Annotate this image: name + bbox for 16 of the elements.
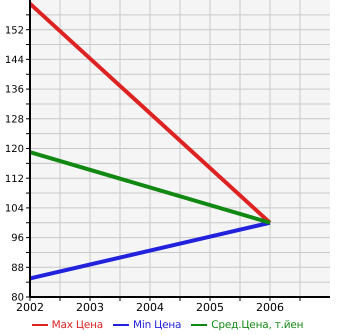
y-tick-label: 136 [4,84,24,96]
y-tick-label: 96 [11,233,24,244]
y-tick-label: 120 [4,144,24,156]
x-tick-label: 2006 [256,300,284,314]
legend-label: Сред.Цена, т.йен [211,318,304,331]
x-tick-label: 2003 [76,300,104,314]
y-tick-label: 88 [11,262,24,274]
y-tick-label: 104 [4,203,24,214]
y-tick-label: 112 [4,174,24,185]
y-tick-label: 152 [4,25,24,36]
y-tick-label: 128 [4,114,24,126]
x-tick-label: 2004 [136,300,164,314]
x-tick-label: 2005 [196,300,224,314]
y-tick-label: 144 [4,54,24,66]
legend-label: Min Цена [133,318,182,331]
legend-label: Max Цена [52,318,104,331]
